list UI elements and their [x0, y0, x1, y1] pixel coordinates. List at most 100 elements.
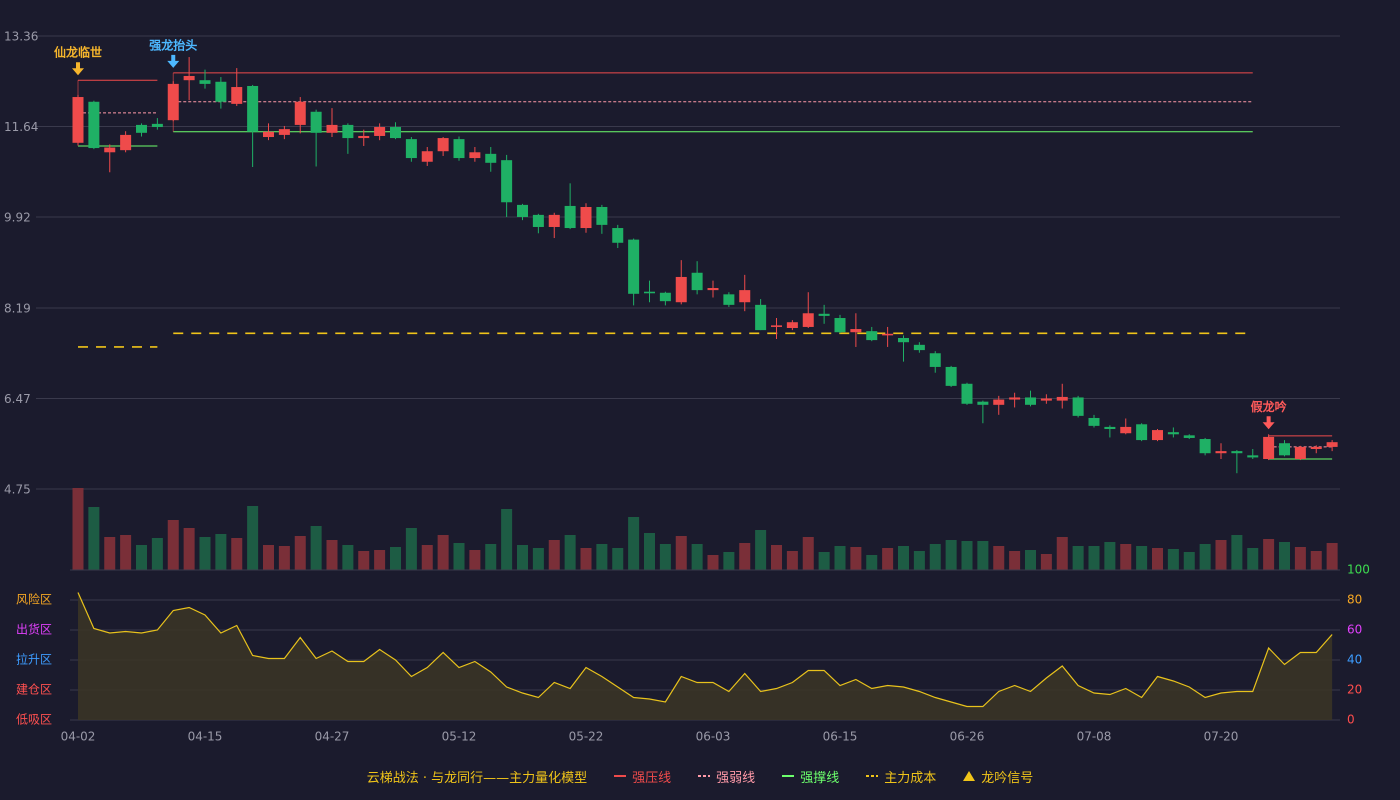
x-tick-label: 07-08	[1077, 730, 1112, 744]
candle-body	[628, 239, 640, 294]
candle-body	[945, 366, 957, 386]
volume-bar	[945, 540, 957, 570]
volume-bar	[644, 533, 655, 570]
volume-bar	[818, 552, 830, 570]
candle-body	[1263, 436, 1275, 460]
candle-body	[1025, 397, 1036, 405]
legend-label: 强压线	[632, 770, 672, 786]
zone-label: 风险区	[16, 592, 52, 607]
candle-body	[421, 151, 433, 162]
candle-body	[231, 87, 243, 104]
candle-body	[485, 153, 497, 163]
volume-bar	[294, 536, 306, 570]
volume-bar	[596, 544, 608, 570]
volume-bar	[310, 526, 322, 570]
y-tick-label: 4.75	[4, 483, 31, 497]
volume-bar	[1088, 546, 1100, 570]
candle-body	[104, 147, 116, 153]
volume-bar	[548, 540, 560, 570]
candle-body	[1183, 435, 1195, 438]
candle-body	[755, 304, 767, 331]
volume-bar	[1072, 546, 1084, 570]
candle-body	[548, 214, 560, 227]
volume-bar	[88, 507, 100, 570]
volume-bar	[1009, 551, 1021, 570]
legend-title: 云梯战法 · 与龙同行——主力量化模型	[366, 770, 588, 786]
candle-body	[151, 123, 163, 128]
volume-bar	[278, 546, 290, 570]
candle-body	[1310, 446, 1322, 450]
volume-bar	[913, 551, 925, 570]
x-tick-label: 04-15	[188, 730, 223, 744]
candle-body	[215, 81, 227, 102]
legend-swatch	[866, 775, 879, 777]
volume-bar	[723, 552, 735, 570]
volume-bar	[390, 547, 401, 570]
volume-bar	[628, 517, 640, 570]
legend-item: 龙吟信号	[962, 767, 1033, 786]
volume-bar	[151, 538, 163, 570]
volume-bar	[263, 545, 274, 570]
candle-body	[1104, 426, 1116, 430]
candle-body	[675, 276, 687, 303]
volume-bar	[1247, 548, 1259, 570]
candle-body	[898, 338, 909, 343]
x-tick-label: 04-02	[61, 730, 96, 744]
y-tick-label: 6.47	[4, 392, 31, 406]
candle-body	[1215, 451, 1227, 454]
candle-body	[771, 325, 782, 327]
y-tick-label: 13.36	[4, 30, 38, 44]
candle-body	[167, 83, 179, 121]
candle-body	[564, 205, 576, 229]
volume-bar	[326, 540, 338, 570]
y-tick-label: 11.64	[4, 120, 38, 134]
candle-body	[405, 139, 417, 159]
signal-arrow	[167, 54, 180, 68]
volume-bar	[850, 547, 862, 570]
candle-body	[501, 160, 513, 203]
volume-bar	[675, 536, 687, 570]
volume-bar	[120, 535, 132, 570]
candle-body	[802, 313, 814, 327]
candle-body	[691, 272, 703, 291]
indicator-tick-label: 40	[1347, 653, 1362, 667]
signal-label: 强龙抬头	[149, 37, 197, 52]
volume-bar	[247, 506, 259, 570]
x-tick-label: 06-15	[823, 730, 858, 744]
volume-bar	[882, 548, 894, 570]
volume-bar	[1104, 542, 1116, 570]
candle-body	[1120, 426, 1132, 434]
x-tick-label: 05-12	[442, 730, 477, 744]
volume-bar	[771, 545, 782, 570]
candle-body	[644, 291, 655, 294]
x-tick-label: 06-03	[696, 730, 731, 744]
volume-bar	[517, 545, 528, 570]
volume-bar	[501, 509, 513, 570]
volume-bar	[72, 488, 84, 570]
volume-bar	[929, 544, 941, 570]
candle-body	[596, 206, 608, 225]
candle-body	[183, 75, 195, 81]
volume-bar	[532, 548, 544, 570]
volume-bar	[1231, 535, 1243, 570]
volume-bar	[485, 544, 497, 570]
volume-bar	[421, 545, 433, 570]
volume-bar	[1263, 539, 1275, 570]
candle-body	[818, 313, 830, 316]
candle-body	[278, 129, 290, 135]
volume-bar	[1294, 547, 1306, 570]
legend-item: 强弱线	[697, 767, 755, 786]
candle-body	[707, 288, 719, 291]
candle-body	[88, 101, 100, 149]
x-tick-label: 06-26	[950, 730, 985, 744]
volume-bar	[1215, 540, 1227, 570]
volume-bar	[993, 546, 1005, 570]
candle-body	[310, 111, 322, 133]
candle-body	[326, 124, 338, 133]
volume-bar	[1326, 543, 1338, 570]
legend-label: 龙吟信号	[981, 770, 1034, 786]
candle-body	[136, 124, 147, 133]
candle-body	[120, 134, 132, 151]
volume-bar	[358, 551, 370, 570]
